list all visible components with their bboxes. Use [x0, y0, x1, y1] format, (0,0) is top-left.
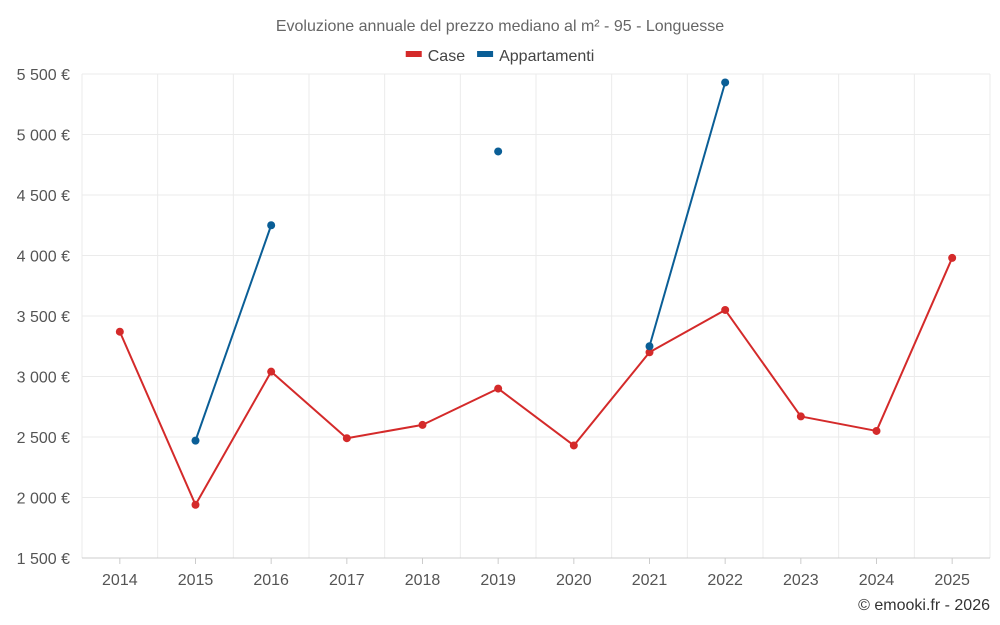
x-tick-label: 2025 [934, 572, 970, 589]
series-0 [115, 253, 957, 509]
data-point[interactable] [418, 420, 427, 429]
x-tick-label: 2016 [253, 572, 289, 589]
data-point[interactable] [796, 412, 805, 421]
data-point[interactable] [191, 436, 200, 445]
x-tick-label: 2014 [102, 572, 138, 589]
y-axis: 1 500 € 2 000 € 2 500 € 3 000 € 3 500 € 4 000… [17, 67, 70, 568]
series-line [118, 257, 954, 506]
x-tick-label: 2021 [632, 572, 668, 589]
legend-label[interactable]: Case [428, 48, 465, 65]
legend-swatch [405, 51, 422, 57]
y-tick-label: 4 000 € [17, 249, 70, 266]
legend-swatch [477, 51, 494, 57]
x-tick-label: 2020 [556, 572, 592, 589]
x-tick-label: 2023 [783, 572, 819, 589]
data-point[interactable] [721, 78, 730, 87]
data-point[interactable] [721, 305, 730, 314]
y-tick-label: 2 000 € [17, 491, 70, 508]
y-tick-label: 1 500 € [17, 551, 70, 568]
y-tick-label: 3 500 € [17, 309, 70, 326]
copyright-footer: © emooki.fr - 2026 [858, 597, 990, 614]
data-point[interactable] [494, 147, 503, 156]
data-point[interactable] [342, 434, 351, 443]
data-point[interactable] [569, 441, 578, 450]
y-tick-label: 4 500 € [17, 188, 70, 205]
legend-label[interactable]: Appartamenti [499, 48, 594, 65]
y-tick-label: 3 000 € [17, 370, 70, 387]
x-tick-label: 2022 [707, 572, 743, 589]
x-axis: 2014 2015 2016 2017 2018 2019 2020 2021 2022 2023… [82, 557, 990, 589]
x-tick-label: 2017 [329, 572, 365, 589]
series-layer [115, 78, 957, 509]
data-point[interactable] [948, 253, 957, 262]
data-point[interactable] [267, 221, 276, 230]
data-point[interactable] [191, 500, 200, 509]
series-1 [191, 78, 730, 445]
data-point[interactable] [872, 426, 881, 435]
data-point[interactable] [267, 367, 276, 376]
x-tick-label: 2019 [480, 572, 516, 589]
grid-lines [81, 73, 991, 559]
y-tick-label: 2 500 € [17, 430, 70, 447]
x-tick-label: 2015 [178, 572, 214, 589]
x-tick-label: 2018 [405, 572, 441, 589]
y-tick-label: 5 000 € [17, 128, 70, 145]
data-point[interactable] [645, 348, 654, 357]
data-point[interactable] [494, 384, 503, 393]
x-tick-label: 2024 [859, 572, 895, 589]
y-tick-label: 5 500 € [17, 67, 70, 84]
series-line [648, 82, 727, 347]
chart-title: Evoluzione annuale del prezzo mediano al… [276, 18, 724, 35]
series-line [194, 224, 273, 441]
data-point[interactable] [645, 342, 654, 351]
data-point[interactable] [115, 327, 124, 336]
chart-legend: Case Appartamenti [405, 48, 594, 65]
